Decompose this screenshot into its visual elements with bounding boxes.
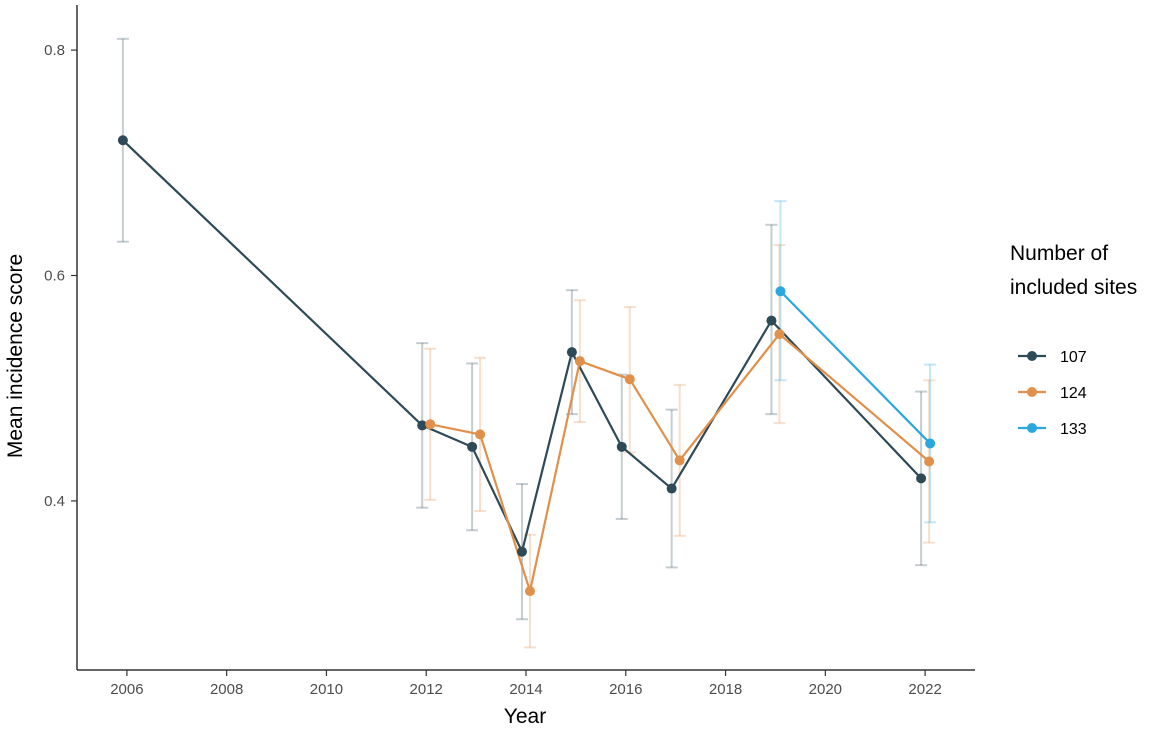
data-point-124 xyxy=(425,419,436,430)
y-tick-label: 0.4 xyxy=(44,493,65,510)
legend-title-line-2: included sites xyxy=(1010,276,1137,299)
data-point-133 xyxy=(925,438,936,449)
data-point-107 xyxy=(766,315,777,326)
data-point-107 xyxy=(417,420,428,431)
x-tick-label: 2014 xyxy=(509,681,542,698)
x-tick-label: 2012 xyxy=(410,681,443,698)
data-point-124 xyxy=(574,356,585,367)
legend-swatch-point xyxy=(1027,387,1037,397)
data-point-133 xyxy=(775,286,786,297)
data-point-107 xyxy=(916,473,927,484)
data-point-124 xyxy=(774,329,785,340)
legend-item-133: 133 xyxy=(1018,421,1087,438)
series-line-124 xyxy=(430,333,930,593)
legend-swatch-point xyxy=(1027,351,1037,361)
data-point-107 xyxy=(517,546,527,557)
y-axis-title: Mean incidence score xyxy=(4,254,27,458)
y-tick-label: 0.8 xyxy=(44,42,65,59)
x-tick-label: 2010 xyxy=(310,681,343,698)
x-tick-label: 2016 xyxy=(609,681,642,698)
legend-label: 107 xyxy=(1060,349,1087,366)
y-ticks: 0.4 0.6 0.8 xyxy=(44,42,77,510)
legend-label: 133 xyxy=(1060,421,1087,438)
x-axis-title: Year xyxy=(504,705,546,728)
y-tick-label: 0.6 xyxy=(44,268,65,285)
data-point-107 xyxy=(616,441,627,452)
series-points xyxy=(117,135,936,597)
legend: Number of included sites 107 124 133 xyxy=(1010,242,1137,438)
data-point-107 xyxy=(467,441,478,452)
legend-title-line-1: Number of xyxy=(1010,242,1108,265)
x-tick-label: 2020 xyxy=(809,681,842,698)
data-point-107 xyxy=(566,347,577,358)
series-lines xyxy=(122,139,931,593)
data-point-124 xyxy=(525,586,535,597)
x-tick-label: 2018 xyxy=(709,681,742,698)
x-tick-label: 2022 xyxy=(908,681,941,698)
series-line-133 xyxy=(779,290,931,445)
data-point-124 xyxy=(624,374,635,385)
plot-area xyxy=(116,37,937,649)
legend-swatch-point xyxy=(1027,423,1037,433)
legend-entries: 107 124 133 xyxy=(1018,349,1087,438)
data-point-124 xyxy=(674,455,685,466)
data-point-124 xyxy=(924,456,935,467)
error-bars xyxy=(116,37,937,649)
axes: 2006 2008 2010 2012 2014 2016 2018 2020 2022 0.4… xyxy=(4,5,975,728)
legend-item-107: 107 xyxy=(1018,349,1087,366)
legend-item-124: 124 xyxy=(1018,385,1087,402)
x-tick-label: 2006 xyxy=(110,681,143,698)
x-ticks: 2006 2008 2010 2012 2014 2016 2018 2020 2022 xyxy=(110,670,942,698)
x-tick-label: 2008 xyxy=(210,681,243,698)
legend-label: 124 xyxy=(1060,385,1087,402)
data-point-124 xyxy=(475,429,486,440)
data-point-107 xyxy=(117,135,128,146)
data-point-107 xyxy=(666,483,677,494)
